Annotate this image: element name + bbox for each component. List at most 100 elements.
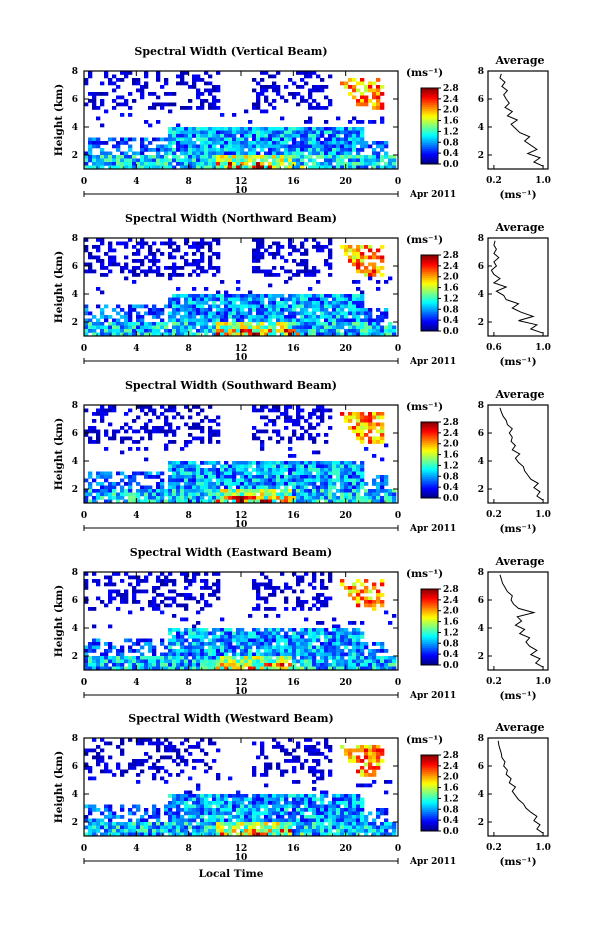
y-axis-label: Height (km) (53, 751, 65, 823)
colorbar-tick-label: 2.4 (443, 95, 459, 105)
x-tick-label: 20 (339, 511, 352, 521)
average-title: Average (494, 555, 544, 568)
y-tick-label: 2 (72, 151, 78, 161)
average-y-tick-label: 6 (478, 596, 484, 606)
colorbar-tick-label: 0.4 (443, 650, 459, 660)
y-tick-label: 2 (72, 652, 78, 662)
y-tick-label: 6 (72, 95, 78, 105)
colorbar-tick-label: 2.4 (443, 762, 459, 772)
average-y-tick-label: 2 (478, 151, 484, 161)
colorbar-unit-label: (ms⁻¹) (406, 401, 443, 413)
x-tick-label: 8 (186, 344, 192, 354)
colorbar-tick-label: 1.2 (443, 127, 459, 137)
average-x-tick-label: 1.0 (535, 510, 551, 520)
colorbar-unit-label: (ms⁻¹) (406, 234, 443, 246)
heatmap-cells (84, 238, 396, 336)
average-y-tick-label: 6 (478, 262, 484, 272)
heatmap-cells (84, 572, 396, 670)
colorbar-tick-label: 0.4 (443, 816, 459, 826)
colorbar-tick-label: 0.8 (443, 639, 459, 649)
colorbar-unit-label: (ms⁻¹) (406, 67, 443, 79)
average-y-tick-label: 6 (478, 762, 484, 772)
x-tick-label: 0 (81, 344, 87, 354)
y-tick-label: 6 (72, 596, 78, 606)
average-line (491, 241, 543, 333)
panel-title: Spectral Width (Southward Beam) (125, 379, 337, 392)
colorbar: 2.82.42.01.61.20.80.40.0 (421, 418, 459, 504)
colorbar-unit-label: (ms⁻¹) (406, 568, 443, 580)
average-y-tick-label: 2 (478, 318, 484, 328)
x-tick-label: 0 (81, 678, 87, 688)
average-line (500, 575, 543, 667)
x-tick-label: 8 (186, 844, 192, 854)
colorbar: 2.82.42.01.61.20.80.40.0 (421, 585, 459, 671)
x-tick-label: 4 (133, 177, 139, 187)
x-tick-label: 0 (395, 344, 401, 354)
colorbar-tick-label: 1.6 (443, 284, 459, 294)
average-title: Average (494, 54, 544, 67)
x-tick-label: 4 (133, 511, 139, 521)
average-x-label: (ms⁻¹) (499, 356, 536, 368)
colorbar-tick-label: 2.0 (443, 273, 459, 283)
average-x-label: (ms⁻¹) (499, 856, 536, 868)
average-title: Average (494, 221, 544, 234)
average-x-tick-label: 1.0 (535, 843, 551, 853)
colorbar-tick-label: 2.8 (443, 751, 459, 761)
average-frame (488, 738, 548, 836)
average-y-tick-label: 2 (478, 818, 484, 828)
colorbar-tick-label: 2.0 (443, 440, 459, 450)
y-tick-label: 8 (72, 734, 78, 744)
heatmap-cells (84, 71, 396, 169)
month-label: Apr 2011 (409, 357, 456, 367)
y-tick-label: 8 (72, 67, 78, 77)
average-title: Average (494, 721, 544, 734)
x-tick-label: 8 (186, 177, 192, 187)
average-x-tick-label: 0.2 (486, 510, 502, 520)
panel-title: Spectral Width (Vertical Beam) (134, 45, 327, 58)
y-tick-label: 2 (72, 318, 78, 328)
y-tick-label: 4 (72, 457, 78, 467)
colorbar-tick-label: 0.4 (443, 149, 459, 159)
average-y-tick-label: 8 (478, 401, 484, 411)
colorbar-tick-label: 1.6 (443, 451, 459, 461)
average-y-tick-label: 4 (478, 624, 484, 634)
x-tick-label: 0 (81, 844, 87, 854)
colorbar-tick-label: 1.2 (443, 794, 459, 804)
beam-panel: Spectral Width (Northward Beam)2468Heigh… (53, 212, 551, 368)
date-label: 10 (235, 186, 248, 196)
average-frame (488, 572, 548, 670)
average-y-tick-label: 8 (478, 734, 484, 744)
colorbar: 2.82.42.01.61.20.80.40.0 (421, 251, 459, 337)
average-x-label: (ms⁻¹) (499, 189, 536, 201)
x-tick-label: 20 (339, 678, 352, 688)
x-tick-label: 8 (186, 678, 192, 688)
average-title: Average (494, 388, 544, 401)
panel-title: Spectral Width (Northward Beam) (125, 212, 337, 225)
x-tick-label: 20 (339, 177, 352, 187)
average-x-tick-label: 1.0 (535, 677, 551, 687)
beam-panel: Spectral Width (Westward Beam)2468Height… (53, 712, 551, 868)
colorbar-tick-label: 0.8 (443, 305, 459, 315)
average-frame (488, 238, 548, 336)
x-tick-label: 16 (287, 678, 300, 688)
colorbar-tick-label: 0.0 (443, 661, 459, 671)
average-x-label: (ms⁻¹) (499, 690, 536, 702)
x-tick-label: 20 (339, 844, 352, 854)
average-y-tick-label: 4 (478, 290, 484, 300)
x-tick-label: 20 (339, 344, 352, 354)
colorbar-tick-label: 2.4 (443, 596, 459, 606)
average-y-tick-label: 4 (478, 790, 484, 800)
month-label: Apr 2011 (409, 857, 456, 867)
date-label: 10 (235, 687, 248, 697)
beam-panel: Spectral Width (Vertical Beam)2468Height… (53, 45, 551, 201)
x-tick-label: 0 (395, 511, 401, 521)
x-tick-label: 0 (395, 844, 401, 854)
average-line (498, 741, 543, 833)
x-tick-label: 4 (133, 844, 139, 854)
colorbar-tick-label: 2.8 (443, 251, 459, 261)
